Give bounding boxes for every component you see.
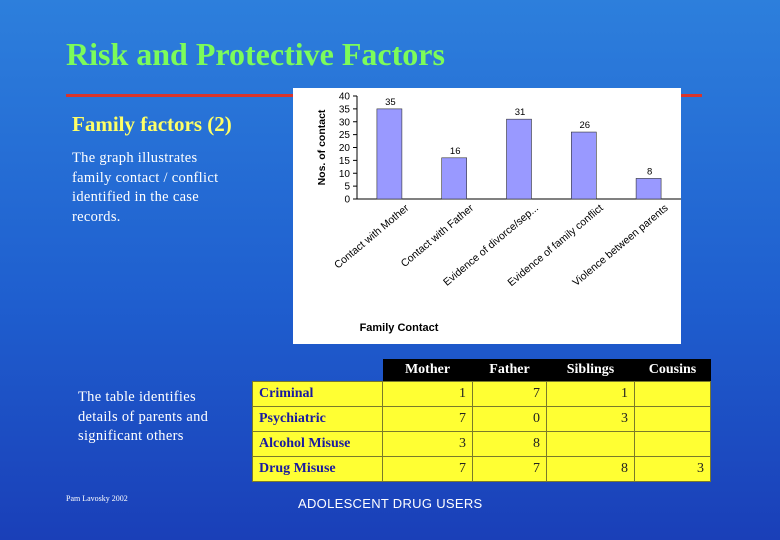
- bar: [376, 108, 403, 200]
- bars: [376, 108, 662, 200]
- row-label: Alcohol Misuse: [252, 431, 383, 457]
- table-cell: 1: [382, 381, 473, 407]
- table-cell: 1: [546, 381, 635, 407]
- table-cell: [546, 431, 635, 457]
- family-details-table: Mother Father Siblings Cousins Criminal …: [252, 359, 711, 482]
- table-cell: 0: [472, 406, 547, 432]
- y-tick-label: 20: [339, 143, 351, 154]
- y-tick-label: 30: [339, 117, 351, 128]
- section-subtitle: Family factors (2): [72, 112, 232, 136]
- table-header-row: Mother Father Siblings Cousins: [253, 359, 711, 382]
- y-tick-label: 40: [339, 92, 351, 103]
- y-tick-label: 15: [339, 156, 351, 167]
- table-description: The table identifies details of parents …: [78, 389, 209, 444]
- footer-title: ADOLESCENT DRUG USERS: [298, 496, 483, 511]
- table-cell: 3: [546, 406, 635, 432]
- table-cell: 3: [634, 456, 711, 482]
- table-row: Drug Misuse 7 7 8 3: [252, 456, 711, 482]
- table-cell: 7: [382, 456, 473, 482]
- column-header: Siblings: [546, 359, 635, 382]
- bar: [441, 157, 467, 200]
- table-corner-cell: [253, 359, 383, 382]
- table-cell: 7: [382, 406, 473, 432]
- y-tick-label: 0: [344, 195, 350, 206]
- table-cell: 7: [472, 381, 547, 407]
- data-label: 8: [647, 166, 652, 177]
- row-label: Criminal: [252, 381, 383, 407]
- bar: [570, 131, 597, 200]
- column-header: Mother: [382, 359, 473, 382]
- table-cell: 7: [472, 456, 547, 482]
- row-label: Psychiatric: [252, 406, 383, 432]
- data-label: 31: [515, 107, 526, 118]
- table-cell: 3: [382, 431, 473, 457]
- data-label: 16: [450, 146, 461, 157]
- table-cell: [634, 406, 711, 432]
- y-tick-label: 10: [339, 169, 351, 180]
- data-labels: 35 16 31 26 8: [385, 97, 652, 178]
- slide-title: Risk and Protective Factors: [66, 36, 445, 72]
- table-row: Psychiatric 7 0 3: [252, 406, 711, 432]
- column-header: Cousins: [634, 359, 711, 382]
- table-cell: [634, 381, 711, 407]
- y-tick-label: 5: [344, 182, 350, 193]
- bar: [635, 178, 662, 200]
- x-axis-label: Family Contact: [360, 322, 439, 334]
- data-label: 26: [580, 120, 591, 131]
- table-cell: 8: [472, 431, 547, 457]
- table-cell: 8: [546, 456, 635, 482]
- data-label: 35: [385, 97, 396, 108]
- y-tick-label: 25: [339, 130, 351, 141]
- row-label: Drug Misuse: [252, 456, 383, 482]
- table-row: Criminal 1 7 1: [252, 381, 711, 407]
- bar: [506, 118, 532, 200]
- y-tick-label: 35: [339, 104, 351, 115]
- column-header: Father: [472, 359, 547, 382]
- footer-author: Pam Lavosky 2002: [66, 494, 128, 503]
- table-cell: [634, 431, 711, 457]
- table-row: Alcohol Misuse 3 8: [252, 431, 711, 457]
- graph-description: The graph illustrates family contact / c…: [72, 150, 219, 225]
- chart-panel: 0 5 10 15 20 25 30 35 40 35 16 31 26 8 Contact with …: [293, 88, 681, 344]
- y-axis-label: Nos. of contact: [316, 109, 328, 185]
